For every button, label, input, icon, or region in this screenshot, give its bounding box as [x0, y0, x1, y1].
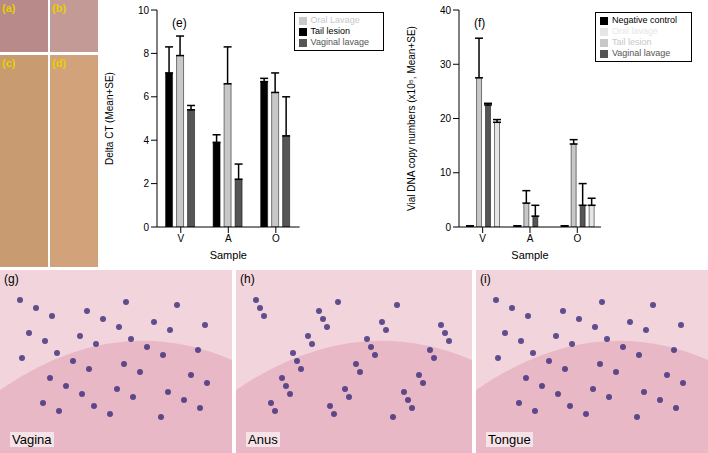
html-text:(c): (c) [2, 57, 16, 69]
svg-text:6: 6 [143, 91, 149, 102]
html-text:(e): (e) [172, 16, 187, 30]
svg-text:0: 0 [445, 222, 451, 233]
svg-text:O: O [573, 233, 581, 244]
html-text:Negative control: Negative control [612, 15, 677, 25]
html-text:(a): (a) [2, 2, 16, 14]
html-text:(h): (h) [240, 272, 255, 286]
svg-text:Delta CT (Mean+SE): Delta CT (Mean+SE) [104, 72, 115, 165]
html-text:Tail lesion: Tail lesion [612, 37, 652, 47]
svg-text:4: 4 [143, 135, 149, 146]
html-text:(i): (i) [480, 272, 491, 286]
svg-text:V: V [479, 233, 486, 244]
svg-text:O: O [272, 233, 280, 244]
html-text:Vagina: Vagina [12, 432, 52, 447]
html-text:Anus: Anus [248, 432, 278, 447]
html-text:(f): (f) [474, 16, 486, 30]
svg-text:40: 40 [440, 5, 452, 16]
svg-text:Sample: Sample [210, 249, 247, 261]
html-text:Tongue: Tongue [488, 432, 531, 447]
svg-text:2: 2 [143, 178, 149, 189]
svg-text:10: 10 [138, 5, 150, 16]
svg-text:Sample: Sample [511, 249, 548, 261]
svg-text:0: 0 [143, 222, 149, 233]
svg-text:Vial DNA copy numbers (x10⁵, M: Vial DNA copy numbers (x10⁵, Mean+SE) [406, 26, 417, 211]
html-text:Vaginal lavage: Vaginal lavage [612, 48, 671, 58]
html-text:Vaginal lavage: Vaginal lavage [310, 37, 369, 47]
svg-text:V: V [177, 233, 184, 244]
html-text:Oral Lavage: Oral Lavage [310, 15, 360, 25]
svg-text:30: 30 [440, 59, 452, 70]
svg-text:10: 10 [440, 167, 452, 178]
html-text:Oral lavage: Oral lavage [612, 26, 658, 36]
svg-text:20: 20 [440, 113, 452, 124]
html-text:(g): (g) [4, 272, 19, 286]
html-text:Tail lesion: Tail lesion [310, 26, 351, 36]
svg-text:A: A [527, 233, 534, 244]
html-text:(b): (b) [52, 2, 66, 14]
svg-text:A: A [225, 233, 232, 244]
svg-text:8: 8 [143, 48, 149, 59]
html-text:(d): (d) [52, 57, 66, 69]
